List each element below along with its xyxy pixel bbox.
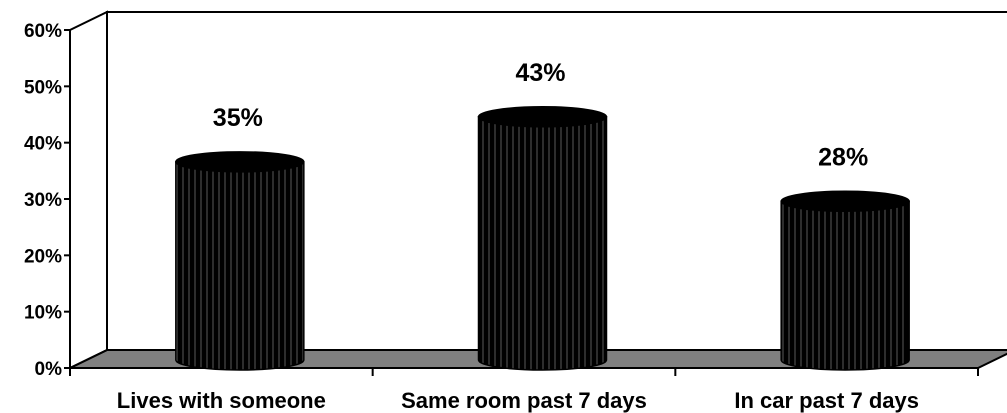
bar-body [780, 200, 910, 371]
x-axis: Lives with someone Same room past 7 days I… [69, 367, 979, 413]
bar-body [175, 161, 305, 371]
y-tick-label: 20% [24, 246, 62, 267]
side-wall [69, 10, 108, 370]
bars [175, 106, 910, 371]
bar-top [175, 151, 305, 173]
x-category-label: Lives with someone [117, 388, 326, 413]
x-category-label: Same room past 7 days [401, 388, 647, 413]
value-labels: 35% 43% 28% [213, 59, 868, 171]
bar [477, 106, 608, 371]
x-category-label: In car past 7 days [734, 388, 919, 413]
y-tick-label: 40% [24, 134, 62, 155]
y-tick-label: 10% [24, 303, 62, 324]
data-label: 43% [515, 59, 565, 87]
y-tick-label: 50% [24, 77, 62, 98]
y-tick-label: 0% [35, 359, 63, 380]
bar-body [477, 116, 608, 371]
y-tick-label: 60% [24, 21, 62, 42]
y-tick-label: 30% [24, 190, 62, 211]
y-axis: 0% 10% 20% 30% 40% 50% 60% [24, 21, 71, 380]
bar-top [780, 190, 910, 213]
data-label: 35% [213, 104, 263, 132]
bar [780, 190, 910, 371]
data-label: 28% [818, 143, 868, 171]
bar-top [477, 106, 608, 128]
bar [175, 151, 305, 371]
